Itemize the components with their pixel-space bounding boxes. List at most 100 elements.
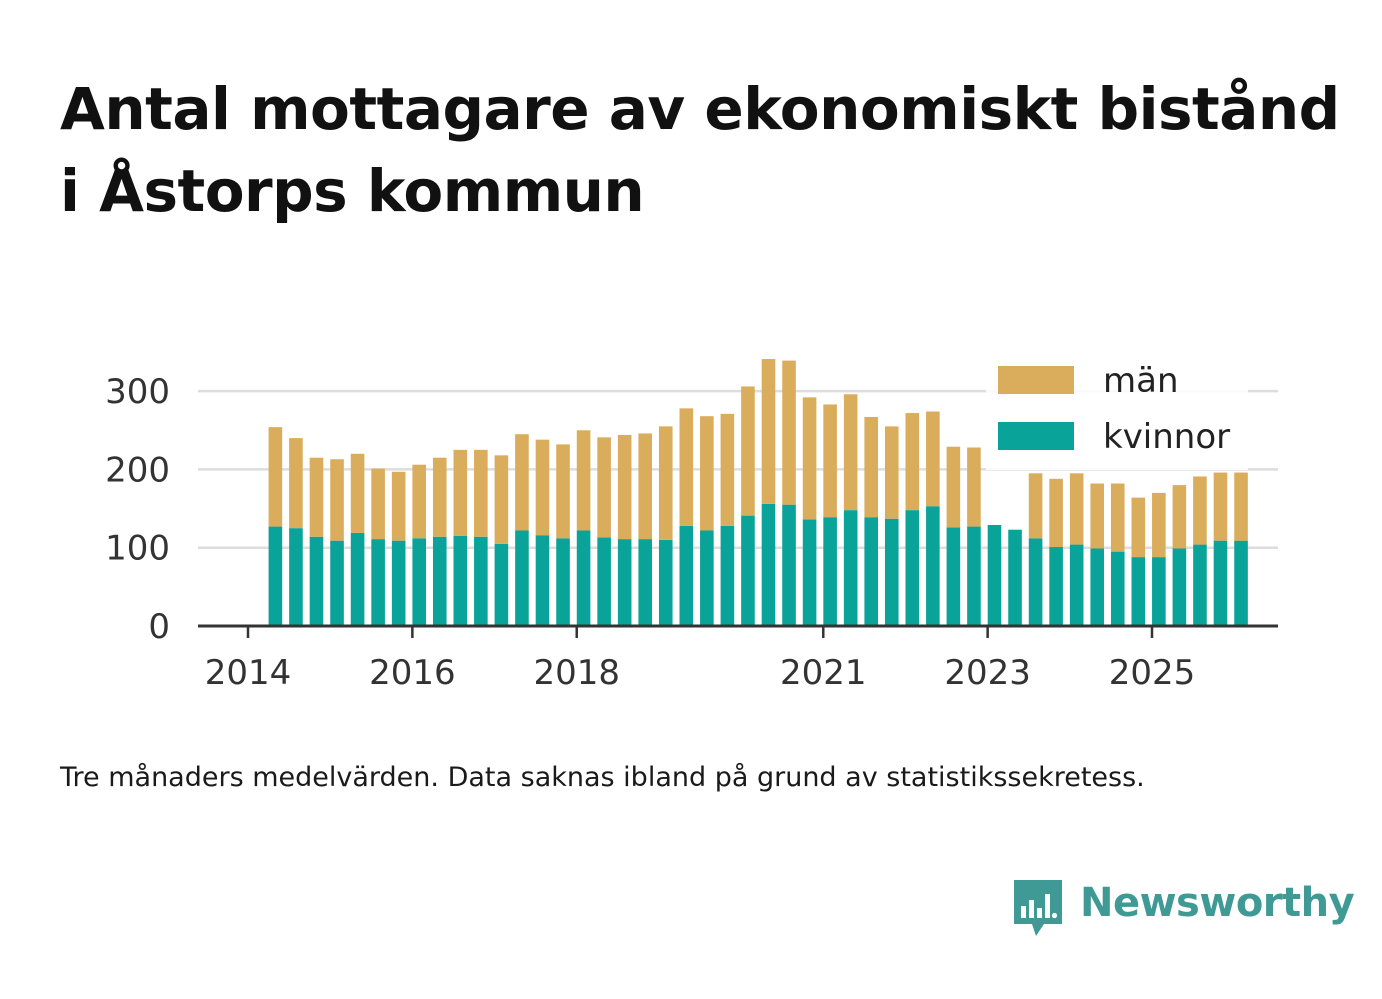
- bar-män: [268, 427, 283, 527]
- bar-kvinnor: [330, 540, 344, 626]
- bar-män: [864, 416, 879, 518]
- bar-kvinnor: [761, 503, 776, 626]
- bar-män: [617, 434, 632, 540]
- chart-note: Tre månaders medelvärden. Data saknas ib…: [60, 762, 1145, 793]
- bar-kvinnor: [802, 519, 817, 626]
- bar-kvinnor: [782, 504, 796, 626]
- bar-män: [823, 404, 837, 518]
- bar-män: [1193, 476, 1207, 545]
- legend-swatch-kvinnor: [998, 422, 1074, 450]
- bar-kvinnor: [1008, 529, 1022, 626]
- bar-män: [1234, 472, 1248, 541]
- bar-kvinnor: [658, 539, 673, 626]
- x-tick-label: 2021: [780, 653, 867, 693]
- bar-kvinnor: [843, 510, 858, 626]
- legend-label-kvinnor: kvinnor: [1103, 417, 1230, 457]
- bar-kvinnor: [268, 526, 283, 626]
- bar-kvinnor: [1152, 557, 1166, 626]
- bar-kvinnor: [556, 538, 570, 626]
- bar-män: [1069, 473, 1084, 545]
- bar-män: [782, 360, 796, 505]
- bar-kvinnor: [289, 528, 303, 626]
- bar-kvinnor: [700, 530, 714, 626]
- bar-män: [474, 449, 488, 537]
- bar-män: [1152, 492, 1166, 558]
- bar-kvinnor: [905, 510, 920, 626]
- bar-män: [700, 416, 714, 531]
- axes: 0 100 200 300 2014 2016 2018 2021 2023 2025: [105, 372, 1278, 693]
- bar-män: [309, 457, 324, 537]
- bar-män: [720, 413, 735, 526]
- brand-name: Newsworthy: [1080, 880, 1355, 926]
- bar-män: [1131, 497, 1146, 558]
- bar-män: [515, 434, 529, 531]
- x-tick-label: 2014: [205, 653, 292, 693]
- bar-kvinnor: [453, 535, 468, 626]
- bar-kvinnor: [474, 536, 488, 626]
- bar-män: [761, 359, 776, 504]
- bar-kvinnor: [412, 538, 427, 626]
- bar-män: [967, 447, 981, 527]
- bar-män: [494, 455, 509, 544]
- bar-män: [926, 411, 940, 507]
- y-tick-label: 300: [105, 372, 170, 412]
- bar-kvinnor: [864, 517, 879, 626]
- bar-män: [412, 464, 427, 539]
- bar-män: [1090, 483, 1105, 549]
- bar-män: [597, 437, 611, 538]
- bar-män: [884, 426, 899, 519]
- legend-label-man: män: [1103, 361, 1179, 401]
- bar-kvinnor: [926, 506, 940, 626]
- bar-kvinnor: [679, 525, 694, 626]
- bar-kvinnor: [1172, 548, 1187, 626]
- y-tick-label: 0: [148, 607, 170, 647]
- bar-kvinnor: [576, 530, 591, 626]
- bar-kvinnor: [987, 525, 1002, 626]
- bar-kvinnor: [432, 536, 447, 626]
- bar-kvinnor: [946, 527, 961, 626]
- bar-män: [658, 426, 673, 540]
- bar-kvinnor: [1213, 540, 1228, 626]
- bar-män: [843, 394, 858, 511]
- bar-kvinnor: [1110, 551, 1125, 626]
- bar-män: [679, 408, 694, 526]
- bar-kvinnor: [1090, 548, 1105, 626]
- bar-kvinnor: [638, 539, 653, 626]
- bar-kvinnor: [494, 543, 509, 626]
- bar-män: [556, 444, 570, 539]
- bar-kvinnor: [823, 517, 837, 626]
- bar-män: [371, 468, 385, 540]
- y-tick-label: 100: [105, 529, 170, 569]
- bar-kvinnor: [884, 518, 899, 626]
- bar-kvinnor: [1193, 544, 1207, 626]
- chart: 0 100 200 300 2014 2016 2018 2021 2023 2025 män k…: [105, 359, 1278, 693]
- chart-speech-bubble-icon: [1014, 880, 1062, 936]
- bar-män: [432, 457, 447, 537]
- bar-kvinnor: [720, 525, 735, 626]
- bar-kvinnor: [1049, 546, 1063, 626]
- bar-män: [741, 386, 755, 516]
- legend-swatch-man: [998, 366, 1074, 394]
- bar-kvinnor: [391, 540, 406, 626]
- bar-män: [350, 453, 365, 533]
- x-tick-label: 2016: [369, 653, 456, 693]
- bar-kvinnor: [535, 535, 550, 626]
- bar-kvinnor: [1069, 544, 1084, 626]
- bar-män: [946, 446, 961, 528]
- x-tick-label: 2023: [944, 653, 1031, 693]
- bar-män: [1110, 483, 1125, 552]
- bar-män: [638, 433, 653, 540]
- chart-title: Antal mottagare av ekonomiskt bistånd i …: [60, 75, 1340, 225]
- bar-män: [1172, 485, 1187, 549]
- bar-män: [1213, 472, 1228, 541]
- bar-män: [576, 430, 591, 531]
- bar-kvinnor: [309, 536, 324, 626]
- bar-män: [453, 449, 468, 536]
- x-tick-label: 2018: [533, 653, 620, 693]
- bar-män: [535, 439, 550, 536]
- bar-män: [330, 459, 344, 541]
- bar-kvinnor: [597, 537, 611, 626]
- bar-kvinnor: [350, 532, 365, 626]
- bar-män: [802, 397, 817, 520]
- bar-män: [391, 471, 406, 541]
